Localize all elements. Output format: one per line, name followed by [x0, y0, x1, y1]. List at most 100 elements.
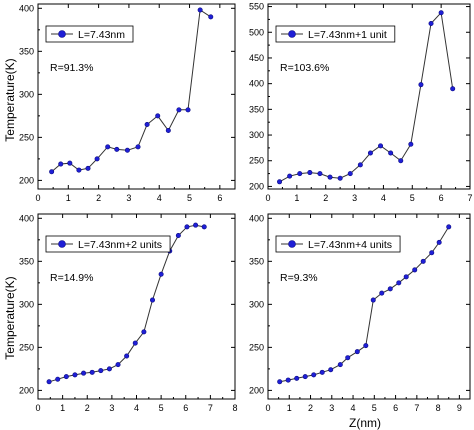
data-point	[367, 150, 373, 156]
x-tick-label: 5	[372, 403, 377, 413]
y-tick-label: 400	[19, 3, 34, 13]
data-point	[345, 355, 351, 361]
x-tick-label: 1	[66, 193, 71, 203]
x-axis-title: Z(nm)	[349, 416, 381, 430]
chart-panel-1: 0 1 2 3 4 5 6 200 250 300 350 400 L=7.43nm R=91.3%	[19, 3, 236, 203]
data-point	[277, 179, 283, 185]
x-tick-label: 0	[265, 193, 270, 203]
data-point	[208, 14, 214, 20]
data-point	[184, 224, 190, 230]
data-point	[85, 165, 91, 171]
plot-frame	[37, 3, 236, 190]
legend: L=7.43nm	[45, 25, 134, 43]
x-tick-label: 6	[217, 193, 222, 203]
data-point	[55, 376, 61, 382]
y-axis-title-bottom: Temperature(K)	[3, 276, 17, 359]
data-point	[311, 372, 317, 378]
data-point	[98, 368, 104, 374]
data-point	[144, 121, 150, 127]
data-point	[428, 21, 434, 27]
data-point	[370, 297, 376, 303]
data-point	[396, 280, 402, 286]
x-tick-label: 0	[35, 403, 40, 413]
data-point	[67, 160, 73, 166]
data-point	[76, 167, 82, 173]
x-tick-label: 3	[352, 193, 357, 203]
data-point	[388, 150, 394, 156]
x-tick-label: 2	[96, 193, 101, 203]
legend-label: L=7.43nm	[78, 29, 125, 41]
x-tick-label: 4	[351, 403, 356, 413]
y-axis-title-top: Temperature(K)	[3, 58, 17, 141]
x-tick-label: 1	[287, 403, 292, 413]
x-tick-label: 6	[183, 403, 188, 413]
plot-frame	[267, 213, 471, 400]
y-tick-label: 300	[249, 299, 264, 309]
data-point	[378, 143, 384, 149]
data-point	[124, 353, 130, 359]
data-point	[420, 258, 426, 264]
y-tick-label: 400	[249, 213, 264, 223]
x-tick-label: 5	[159, 403, 164, 413]
x-tick-label: 7	[208, 403, 213, 413]
data-point	[49, 169, 55, 175]
x-tick-label: 1	[294, 193, 299, 203]
y-tick-label: 300	[249, 130, 264, 140]
legend-box	[275, 235, 401, 253]
y-tick-label: 250	[249, 342, 264, 352]
data-point	[387, 286, 393, 292]
x-tick-label: 2	[85, 403, 90, 413]
data-point	[94, 156, 100, 162]
legend-marker	[58, 30, 66, 38]
data-point	[132, 340, 138, 346]
data-point	[307, 170, 313, 176]
y-tick-label: 400	[19, 213, 34, 223]
legend: L=7.43nm+1 unit	[275, 25, 396, 43]
data-point	[450, 86, 456, 92]
y-tick-label: 500	[249, 27, 264, 37]
data-point	[317, 171, 323, 177]
r-annotation: R=103.6%	[280, 62, 329, 74]
data-point	[193, 222, 199, 228]
legend-label: L=7.43nm+2 units	[78, 239, 162, 251]
data-point	[81, 370, 87, 376]
legend-box	[45, 25, 134, 43]
data-point	[327, 174, 333, 180]
data-point	[285, 377, 291, 383]
data-point	[114, 146, 120, 152]
x-tick-label: 3	[126, 193, 131, 203]
data-point	[150, 297, 156, 303]
y-tick-label: 350	[19, 46, 34, 56]
data-point	[436, 239, 442, 245]
data-point	[72, 372, 78, 378]
data-point	[357, 162, 363, 168]
data-point	[197, 7, 203, 13]
data-point	[135, 144, 141, 150]
y-tick-label: 200	[19, 385, 34, 395]
x-tick-label: 5	[410, 193, 415, 203]
y-tick-label: 300	[19, 89, 34, 99]
y-tick-label: 450	[249, 53, 264, 63]
x-tick-label: 3	[329, 403, 334, 413]
data-point	[294, 375, 300, 381]
y-tick-label: 550	[249, 2, 264, 12]
data-point	[302, 374, 308, 380]
x-tick-label: 8	[436, 403, 441, 413]
data-point	[438, 10, 444, 16]
y-tick-label: 200	[19, 175, 34, 185]
data-point	[354, 349, 360, 355]
y-tick-label: 350	[249, 104, 264, 114]
r-annotation: R=14.9%	[50, 272, 94, 284]
data-point	[418, 82, 424, 88]
data-point	[46, 379, 52, 385]
y-tick-label: 200	[249, 181, 264, 191]
x-tick-label: 0	[265, 403, 270, 413]
legend: L=7.43nm+2 units	[45, 235, 171, 253]
data-point	[287, 173, 293, 179]
x-tick-label: 4	[157, 193, 162, 203]
data-point	[277, 379, 283, 385]
legend-marker	[58, 240, 66, 248]
data-point	[176, 107, 182, 113]
x-tick-label: 7	[414, 403, 419, 413]
